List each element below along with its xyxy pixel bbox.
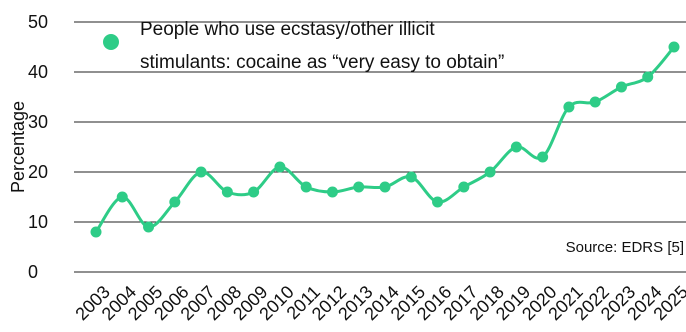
legend-label-line-1: People who use ecstasy/other illicit [140,19,435,40]
data-point-2008 [221,186,233,198]
legend: People who use ecstasy/other illicit sti… [103,19,504,73]
legend-label-line-2: stimulants: cocaine as “very easy to obt… [140,52,504,73]
data-point-2018 [484,166,496,178]
series-line [94,46,676,233]
y-tick-label: 50 [28,12,48,32]
data-point-2006 [169,196,181,208]
data-point-2014 [379,181,391,193]
y-tick-label: 20 [28,162,48,182]
series-layer [90,41,680,238]
data-point-2010 [274,161,286,173]
data-point-2025 [668,41,680,53]
y-tick-label: 30 [28,112,48,132]
data-point-2016 [432,196,444,208]
data-point-2009 [248,186,260,198]
data-point-2004 [116,191,128,203]
data-point-2011 [300,181,312,193]
y-axis-label: Percentage [8,101,28,193]
source-annotation: Source: EDRS [5] [566,239,684,256]
data-point-2020 [537,151,549,163]
x-axis-ticks: 2003200420052006200720082009201020112012… [71,282,686,324]
y-axis-ticks: 0 10 20 30 40 50 [28,12,48,282]
data-point-2022 [589,96,601,108]
gridlines [74,21,686,273]
data-point-2013 [353,181,365,193]
y-tick-label: 40 [28,62,48,82]
data-point-2024 [642,71,654,83]
legend-marker [103,34,119,50]
data-point-2012 [326,186,338,198]
data-point-2017 [458,181,470,193]
data-point-2003 [90,226,102,238]
data-point-2005 [143,221,155,233]
data-point-2021 [563,101,575,113]
y-tick-label: 0 [28,262,38,282]
data-point-2015 [405,171,417,183]
data-point-2019 [510,141,522,153]
y-tick-label: 10 [28,212,48,232]
data-point-2023 [615,81,627,93]
data-point-2007 [195,166,207,178]
